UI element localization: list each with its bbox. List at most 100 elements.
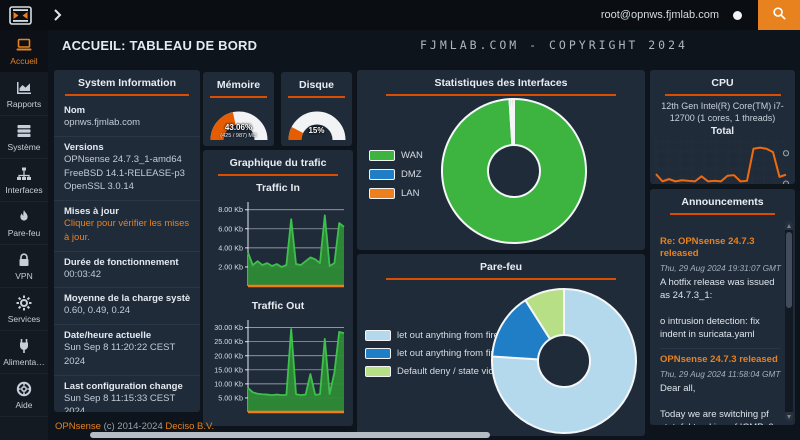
- check-updates-link[interactable]: Cliquer pour vérifier les mises à jour.: [64, 218, 190, 243]
- svg-text:5.00 Kb: 5.00 Kb: [218, 393, 243, 402]
- panel-title: System Information: [77, 77, 177, 89]
- svg-text:30.00 Kb: 30.00 Kb: [214, 323, 243, 332]
- interfaces-legend: WAN DMZ LAN: [369, 150, 423, 199]
- user-menu[interactable]: root@opnws.fjmlab.com: [600, 9, 719, 21]
- interfaces-donut-chart: [441, 98, 587, 244]
- announcement-date: Thu, 29 Aug 2024 11:58:04 GMT: [660, 368, 781, 379]
- sidebar-item-systeme[interactable]: Système: [0, 116, 48, 159]
- disk-gauge: 15%: [284, 102, 350, 144]
- traffic-out-chart: 5.00 Kb 10.00 Kb 15.00 Kb 20.00 Kb 25.00 Kb 3…: [214, 320, 345, 414]
- disk-gauge-chart: [288, 111, 345, 141]
- rule1-swatch: [365, 330, 391, 341]
- sitemap-icon: [16, 166, 32, 183]
- memory-percent: 43.06%: [224, 123, 253, 132]
- page-title: ACCUEIL: TABLEAU DE BORD: [62, 37, 258, 53]
- legend-item-dmz: DMZ: [369, 169, 423, 180]
- panel-title: CPU: [711, 77, 734, 89]
- announcement-link[interactable]: OPNsense 24.7.3 released: [660, 354, 778, 366]
- opnsense-logo-icon[interactable]: [9, 5, 32, 25]
- panel-title: Disque: [298, 79, 334, 91]
- menu-collapse-chevron-icon[interactable]: [54, 9, 62, 21]
- search-button[interactable]: [758, 0, 800, 30]
- panel-underline: [664, 94, 781, 96]
- sidebar-item-alimentation[interactable]: Alimenta…: [0, 331, 48, 374]
- opnsense-footer-link[interactable]: OPNsense: [55, 421, 101, 432]
- search-icon: [772, 6, 787, 24]
- server-icon: [16, 123, 32, 140]
- cpu-series-label: Total: [710, 126, 735, 138]
- sidebar-item-accueil[interactable]: Accueil: [0, 30, 48, 73]
- panel-underline: [670, 213, 775, 215]
- horizontal-scrollbar-thumb[interactable]: [90, 432, 490, 438]
- legend-item-rule-3: Default deny / state violation r: [365, 366, 505, 377]
- disk-percent: 15%: [308, 126, 325, 135]
- legend-item-wan: WAN: [369, 150, 423, 161]
- svg-text:2.00 Kb: 2.00 Kb: [218, 262, 243, 271]
- laptop-icon: [16, 37, 32, 54]
- sidebar-item-pare-feu[interactable]: Pare-feu: [0, 202, 48, 245]
- sidebar-item-label: Rapports: [6, 98, 42, 109]
- sidebar-item-label: Pare-feu: [7, 227, 41, 238]
- sysinfo-row-versions: Versions OPNsense 24.7.3_1-amd64 FreeBSD…: [54, 137, 200, 202]
- panel-title: Mémoire: [216, 79, 261, 91]
- memory-detail: (425 / 987) MB: [220, 133, 257, 139]
- sysinfo-row-mises-a-jour: Mises à jour Cliquer pour vérifier les m…: [54, 201, 200, 252]
- sysinfo-row-load: Moyenne de la charge système 0.60, 0.49,…: [54, 288, 200, 326]
- traffic-graph-panel: Graphique du trafic Traffic In 2.00 Kb 4.…: [203, 150, 353, 426]
- interface-statistics-panel: Statistiques des Interfaces WAN DMZ LAN: [357, 70, 645, 250]
- sysinfo-row-datetime: Date/heure actuelle Sun Sep 8 11:20:22 C…: [54, 325, 200, 376]
- sidebar-item-vpn[interactable]: VPN: [0, 245, 48, 288]
- panel-title: Statistiques des Interfaces: [434, 77, 568, 89]
- announcement-post: Re: OPNsense 24.7.3 released Thu, 29 Aug…: [660, 231, 781, 348]
- sidebar: Accueil Rapports Système Interfaces Pare…: [0, 30, 48, 440]
- sidebar-item-rapports[interactable]: Rapports: [0, 73, 48, 116]
- sidebar-item-interfaces[interactable]: Interfaces: [0, 159, 48, 202]
- sidebar-item-aide[interactable]: Aide: [0, 374, 48, 417]
- rule2-swatch: [365, 348, 391, 359]
- topbar: root@opnws.fjmlab.com: [0, 0, 800, 30]
- footer-copyright: (c) 2014-2024: [103, 421, 163, 432]
- cpu-model: 12th Gen Intel(R) Core(TM) i7-12700 (1 c…: [661, 101, 784, 123]
- life-ring-icon: [16, 381, 32, 398]
- scroll-up-button[interactable]: [785, 221, 793, 230]
- svg-text:20.00 Kb: 20.00 Kb: [214, 351, 243, 360]
- dmz-swatch: [369, 169, 395, 180]
- announcement-date: Thu, 29 Aug 2024 19:31:07 GMT: [660, 262, 781, 273]
- copyright-banner: FJMLAB.COM - COPYRIGHT 2024: [420, 38, 688, 52]
- memory-gauge-chart: [210, 111, 267, 141]
- scroll-down-button[interactable]: [785, 412, 793, 421]
- svg-text:10.00 Kb: 10.00 Kb: [214, 379, 243, 388]
- svg-text:4.00 Kb: 4.00 Kb: [218, 243, 243, 252]
- firewall-legend: let out anything from firewall h let out…: [365, 330, 505, 377]
- disk-panel: Disque 15%: [281, 72, 352, 146]
- sidebar-item-label: VPN: [15, 270, 33, 281]
- firewall-donut-chart: [491, 288, 637, 434]
- announcements-panel: Announcements Re: OPNsense 24.7.3 releas…: [650, 189, 795, 425]
- rule3-swatch: [365, 366, 391, 377]
- sysinfo-row-last-config: Last configuration change Sun Sep 8 11:1…: [64, 380, 183, 412]
- sidebar-item-services[interactable]: Services: [0, 288, 48, 331]
- traffic-in-chart: 2.00 Kb 4.00 Kb 6.00 Kb 8.00 Kb: [218, 202, 345, 288]
- announcement-post: OPNsense 24.7.3 released Thu, 29 Aug 202…: [660, 348, 781, 425]
- deciso-footer-link[interactable]: Deciso B.V.: [165, 421, 215, 432]
- lan-swatch: [369, 188, 395, 199]
- cpu-chart: [655, 140, 790, 184]
- page-header: ACCUEIL: TABLEAU DE BORD FJMLAB.COM - CO…: [48, 30, 800, 60]
- announcement-body: Dear all, Today we are switching pf stat…: [660, 382, 774, 425]
- memory-gauge: 43.06% (425 / 987) MB: [206, 102, 272, 144]
- footer: OPNsense (c) 2014-2024 Deciso B.V.: [55, 421, 214, 432]
- system-information-panel: System Information Nom opnws.fjmlab.com …: [54, 70, 200, 412]
- announcement-link[interactable]: Re: OPNsense 24.7.3 released: [660, 236, 755, 260]
- svg-text:8.00 Kb: 8.00 Kb: [218, 205, 243, 214]
- legend-item-lan: LAN: [369, 188, 423, 199]
- sidebar-item-label: Interfaces: [5, 184, 43, 195]
- wan-swatch: [369, 150, 395, 161]
- announcements-scrollbar[interactable]: [785, 221, 793, 421]
- legend-item-rule-2: let out anything from firewall h: [365, 348, 505, 359]
- panel-title: Announcements: [681, 196, 764, 208]
- lock-icon: [16, 252, 32, 269]
- sysinfo-row-nom: Nom opnws.fjmlab.com: [54, 100, 200, 137]
- scrollbar-thumb[interactable]: [786, 232, 792, 308]
- panel-underline: [385, 278, 617, 280]
- sidebar-item-label: Aide: [15, 399, 33, 410]
